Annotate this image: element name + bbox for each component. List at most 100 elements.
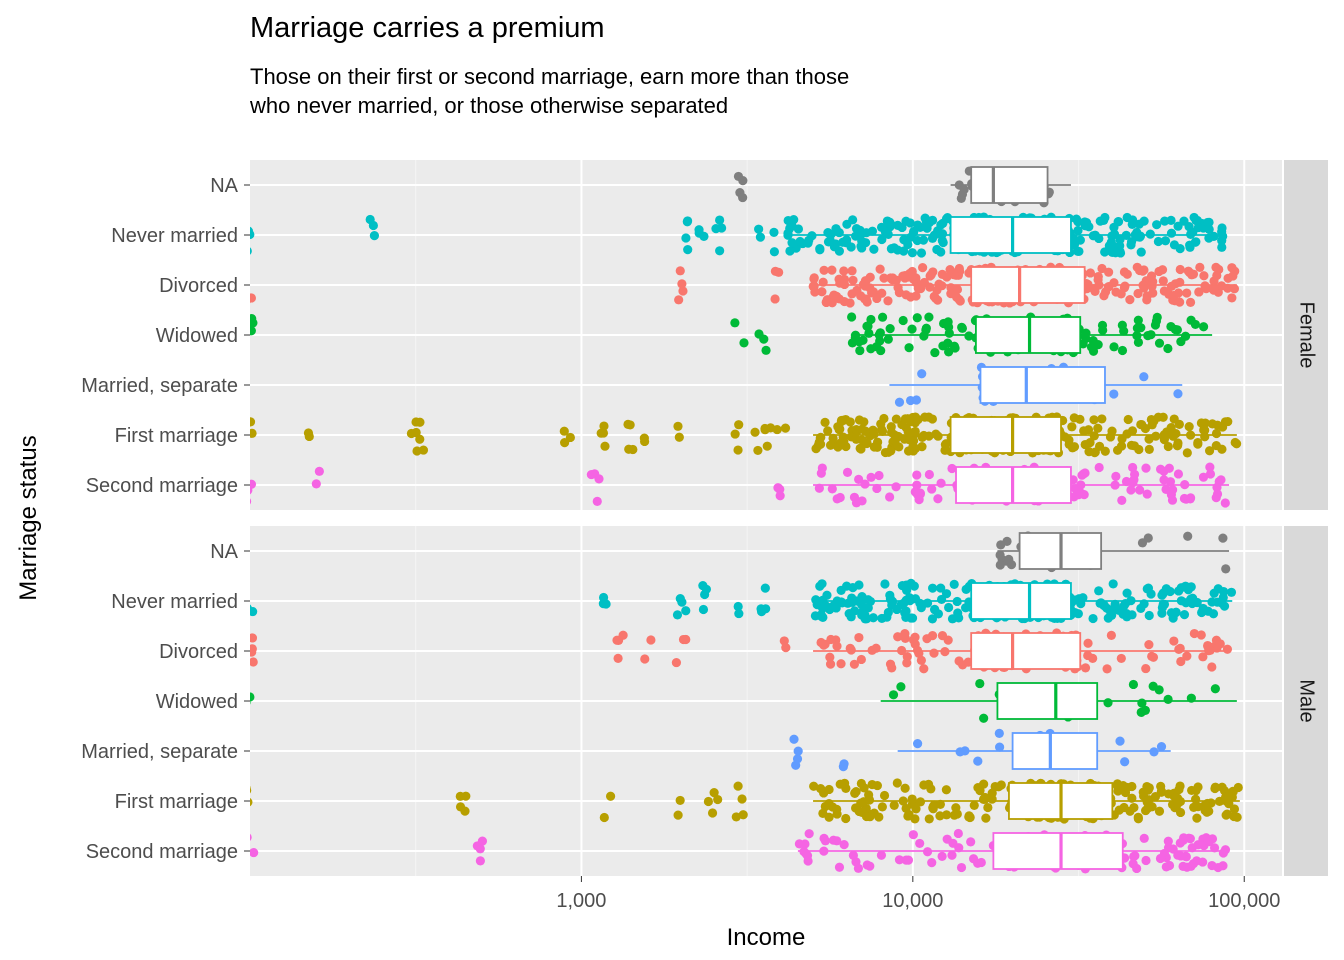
jitter-point — [1203, 217, 1213, 228]
jitter-point — [1070, 484, 1081, 494]
jitter-point — [816, 784, 826, 794]
jitter-point — [826, 634, 836, 645]
facet-strip — [1284, 526, 1328, 876]
jitter-point — [1232, 439, 1242, 449]
boxplot — [889, 366, 1183, 404]
outlier-point — [734, 608, 744, 619]
jitter-point — [1075, 235, 1085, 245]
jitter-point — [1155, 853, 1166, 864]
jitter-point — [911, 804, 921, 814]
jitter-point — [803, 856, 813, 866]
jitter-point — [892, 604, 902, 615]
jitter-point — [833, 422, 843, 432]
jitter-point — [825, 652, 835, 662]
jitter-point — [905, 218, 915, 228]
box-iqr — [970, 582, 1072, 620]
jitter-point — [1103, 698, 1113, 708]
jitter-point — [885, 492, 895, 502]
jitter-point — [880, 226, 890, 237]
jitter-point — [913, 283, 923, 293]
jitter-point — [924, 431, 934, 441]
jitter-point — [847, 312, 857, 322]
facet-panel-female: Female NA Never married Divorced Widowed Marr… — [81, 160, 1328, 510]
jitter-point — [1067, 422, 1077, 432]
jitter-point — [851, 498, 862, 508]
outlier-point — [598, 592, 609, 603]
outlier-point — [618, 630, 628, 640]
jitter-point — [840, 236, 850, 246]
jitter-point — [953, 828, 963, 839]
outlier-point — [605, 791, 616, 801]
outlier-point — [250, 657, 258, 667]
jitter-point — [1196, 418, 1207, 428]
jitter-point — [1128, 215, 1138, 225]
jitter-point — [964, 331, 974, 341]
jitter-point — [1173, 221, 1183, 231]
jitter-point — [896, 682, 906, 692]
jitter-point — [820, 801, 830, 812]
jitter-point — [1223, 273, 1233, 283]
boxplot — [813, 782, 1240, 820]
outlier-point — [674, 295, 684, 305]
outlier-point — [694, 228, 704, 238]
jitter-point — [1185, 833, 1195, 844]
jitter-point — [876, 345, 886, 356]
outlier-point — [460, 806, 470, 816]
outlier-point — [596, 428, 606, 438]
y-tick-label: Never married — [111, 591, 238, 613]
jitter-point — [941, 785, 951, 795]
jitter-point — [872, 293, 882, 304]
jitter-point — [1174, 784, 1184, 795]
outlier-point — [760, 583, 770, 593]
jitter-point — [916, 655, 926, 666]
jitter-point — [1078, 593, 1088, 603]
jitter-point — [820, 601, 831, 611]
outlier-point — [707, 808, 718, 818]
jitter-point — [1141, 663, 1151, 674]
outlier-point — [772, 424, 782, 435]
outlier-point — [762, 441, 772, 451]
jitter-point — [1108, 241, 1118, 251]
jitter-point — [1159, 466, 1169, 476]
jitter-point — [1183, 585, 1193, 595]
box-iqr — [949, 416, 1062, 454]
facet-strip — [1284, 160, 1328, 510]
jitter-point — [903, 811, 913, 821]
jitter-point — [1158, 276, 1168, 286]
jitter-point — [1193, 802, 1203, 812]
outlier-point — [241, 332, 250, 341]
outlier-point — [599, 421, 609, 431]
jitter-point — [1142, 489, 1152, 499]
jitter-point — [1074, 246, 1084, 257]
jitter-point — [857, 424, 867, 434]
jitter-point — [1080, 439, 1090, 450]
jitter-point — [880, 579, 890, 589]
jitter-point — [1184, 422, 1194, 432]
jitter-point — [1111, 471, 1121, 481]
jitter-point — [1204, 446, 1215, 456]
jitter-point — [819, 265, 829, 275]
jitter-point — [1134, 219, 1144, 229]
jitter-point — [1180, 331, 1191, 341]
boxplot — [850, 316, 1213, 354]
jitter-point — [1163, 836, 1173, 846]
jitter-point — [1174, 419, 1184, 430]
chart-title: Marriage carries a premium — [250, 12, 605, 44]
jitter-point — [898, 315, 908, 326]
jitter-point — [866, 314, 876, 325]
jitter-point — [1191, 237, 1201, 247]
jitter-point — [994, 728, 1004, 738]
y-tick-label: Divorced — [159, 275, 238, 297]
jitter-point — [897, 222, 907, 233]
jitter-point — [855, 443, 865, 454]
box-iqr — [949, 216, 1072, 254]
jitter-point — [955, 296, 965, 306]
jitter-point — [942, 272, 952, 282]
boxplot — [950, 166, 1071, 204]
jitter-point — [860, 479, 870, 489]
jitter-point — [857, 591, 867, 602]
jitter-point — [814, 483, 824, 493]
outlier-point — [731, 812, 741, 822]
outlier-point — [733, 781, 743, 791]
jitter-point — [1105, 432, 1116, 442]
